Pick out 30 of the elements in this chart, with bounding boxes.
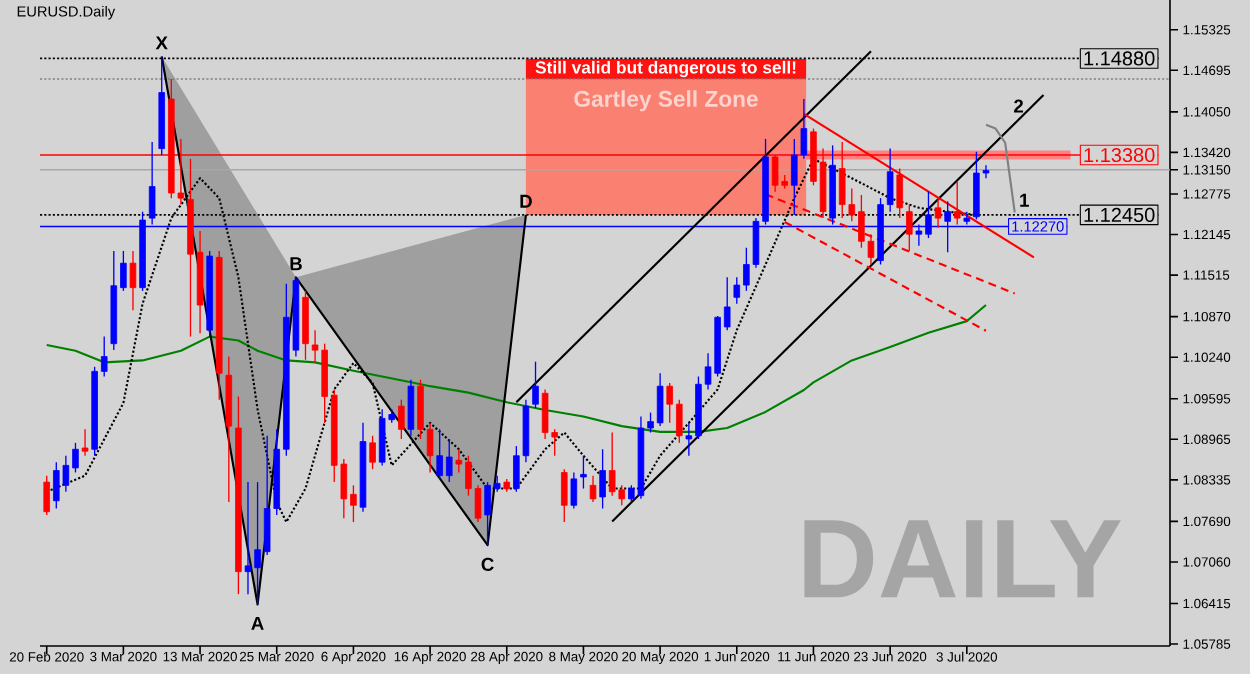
candlestick: [580, 455, 587, 490]
annotation: 2: [1014, 99, 1024, 113]
candlestick: [570, 471, 578, 510]
candlestick: [953, 180, 961, 226]
annotation: A: [251, 617, 264, 630]
annotation: C: [481, 557, 494, 571]
candlestick: [934, 197, 942, 229]
ref-line-label: 1.13380: [1084, 147, 1155, 163]
candlestick: [589, 475, 597, 503]
candlestick: [398, 399, 405, 440]
annotation: 1: [1020, 193, 1029, 207]
candlestick: [407, 379, 415, 437]
candlestick: [532, 361, 539, 409]
annotation: D: [520, 194, 532, 208]
candlestick: [302, 290, 309, 361]
line-series: [984, 123, 1016, 214]
annotation: Still valid but dangerous to sell!: [535, 60, 796, 78]
candlestick: [561, 468, 568, 523]
candlestick: [81, 428, 89, 457]
annotation: B: [290, 257, 302, 271]
candlestick: [43, 475, 50, 516]
annotation: X: [155, 36, 168, 50]
candlestick: [906, 203, 913, 252]
candlestick: [129, 250, 137, 311]
candlestick: [369, 435, 376, 470]
candlestick: [896, 167, 903, 219]
band-label: Gartley Sell Zone: [574, 90, 758, 112]
ref-line-label: 1.14880: [1084, 51, 1155, 66]
ref-line-label: 1.12450: [1084, 207, 1155, 222]
candlestick: [599, 448, 606, 510]
